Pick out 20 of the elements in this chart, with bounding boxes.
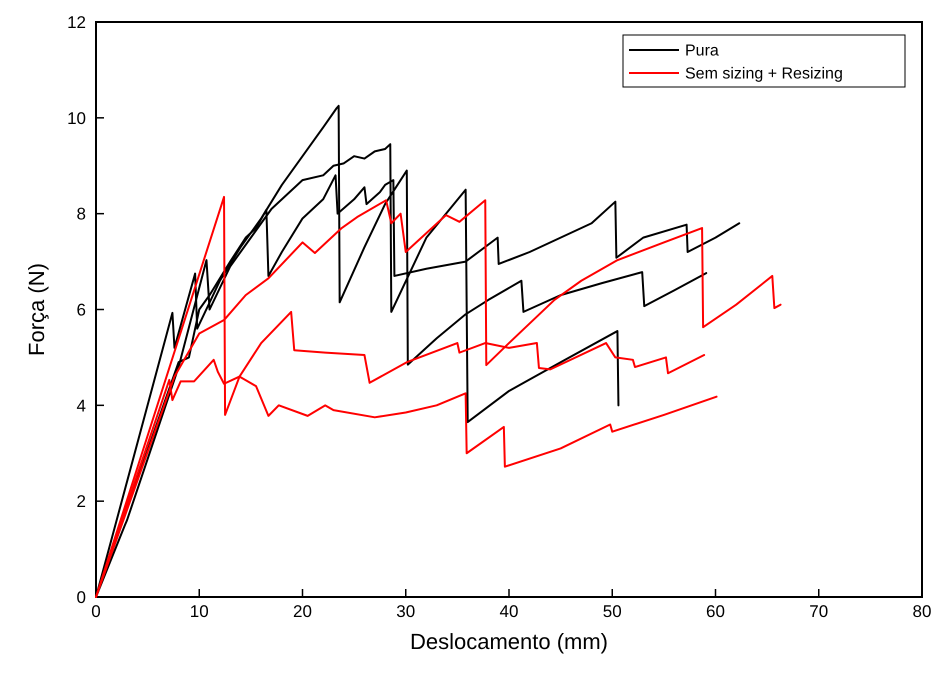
x-tick-label: 40 [500, 602, 518, 621]
x-tick-label: 10 [190, 602, 209, 621]
y-tick-label: 8 [76, 204, 86, 224]
x-tick-label: 50 [602, 602, 622, 621]
x-tick-label: 70 [809, 602, 828, 621]
x-tick-label: 60 [706, 602, 725, 621]
x-tick-label: 20 [293, 602, 312, 621]
x-axis-title: Deslocamento (mm) [410, 629, 608, 654]
y-tick-label: 10 [67, 108, 86, 128]
y-tick-label: 0 [76, 588, 86, 607]
y-tick-label: 12 [67, 12, 86, 32]
y-tick-label: 6 [76, 300, 86, 320]
y-tick-label: 2 [76, 492, 86, 512]
x-tick-label: 30 [396, 602, 416, 621]
x-tick-label: 0 [91, 602, 101, 621]
y-axis-title: Força (N) [24, 263, 49, 356]
y-tick-label: 4 [76, 396, 86, 416]
x-tick-label: 80 [912, 602, 932, 621]
legend-label: Sem sizing + Resizing [685, 66, 843, 83]
legend-label: Pura [685, 42, 719, 60]
